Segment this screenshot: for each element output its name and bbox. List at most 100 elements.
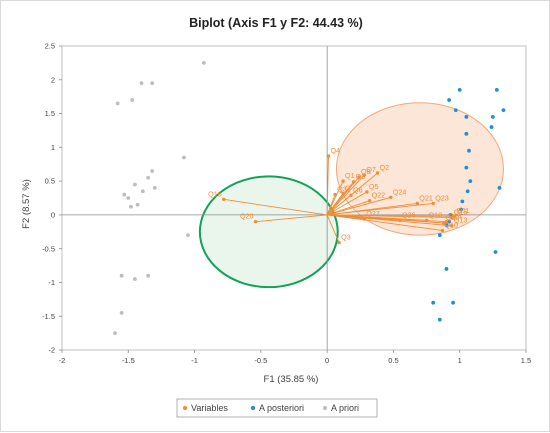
variable-point	[389, 195, 393, 200]
a-posteriori-point	[437, 233, 442, 238]
priori-confidence-ellipse	[198, 175, 339, 289]
variable-point	[367, 199, 372, 203]
variable-label: Q21	[419, 193, 433, 202]
variable-point	[337, 240, 341, 245]
a-posteriori-point	[464, 131, 469, 136]
variable-point	[341, 191, 345, 195]
variable-point	[450, 215, 454, 220]
y-tick-label: -1.5	[42, 312, 55, 321]
y-tick-label: 2.5	[45, 42, 55, 51]
variable-label: Q15	[454, 208, 468, 217]
x-tick-label: 1	[458, 356, 462, 365]
variable-point	[375, 171, 380, 175]
legend-marker-priori	[322, 405, 328, 411]
variable-point	[351, 180, 356, 184]
variable-vector	[326, 194, 352, 216]
legend-box	[176, 398, 378, 418]
variable-label: Q4	[330, 146, 340, 155]
variable-label: Q7	[366, 165, 376, 174]
x-tick-label: -1.5	[122, 356, 135, 365]
a-priori-point	[115, 101, 120, 106]
a-posteriori-point	[457, 88, 462, 92]
a-posteriori-point	[459, 207, 463, 212]
variable-label: Q	[345, 183, 351, 192]
a-priori-point	[135, 202, 140, 207]
variable-vector	[255, 214, 328, 223]
variable-label: Q23	[435, 193, 449, 202]
a-posteriori-point	[453, 108, 458, 113]
variable-vector	[327, 196, 391, 216]
a-posteriori-point	[490, 115, 495, 119]
a-posteriori-point	[451, 300, 455, 305]
a-posteriori-point	[464, 165, 469, 170]
variable-point	[444, 219, 449, 224]
x-axis-label: F1 (35.85 %)	[264, 374, 319, 385]
a-priori-point	[119, 310, 124, 315]
a-priori-point	[119, 273, 124, 278]
y-tick-label: -0.5	[42, 244, 55, 253]
a-posteriori-point	[467, 148, 471, 153]
a-priori-point	[113, 331, 117, 336]
variable-point	[442, 221, 446, 225]
a-priori-point	[126, 196, 131, 200]
a-posteriori-point	[431, 300, 436, 305]
a-posteriori-point	[437, 317, 442, 322]
y-tick-label: -1	[48, 278, 55, 287]
variable-point	[253, 219, 258, 224]
variable-label: Q16	[208, 189, 222, 198]
variable-vector	[326, 214, 340, 243]
variable-label: Q5	[369, 182, 379, 191]
x-tick-label: -1	[191, 356, 198, 365]
legend-marker-variables	[182, 405, 188, 411]
axes-layer: -2 -1.5 -1 -0.5 0 0.5 1 1.5 -2 -1.5 -1 -0.5 0 0.5 1 1.5…	[42, 42, 531, 365]
legend-marker-posteriori	[250, 405, 256, 411]
variable-vector	[326, 193, 344, 216]
a-priori-point	[146, 175, 151, 180]
variable-label: Q3	[337, 185, 347, 194]
a-posteriori-point	[489, 125, 494, 129]
a-priori-point	[186, 233, 190, 238]
variable-point	[450, 223, 454, 228]
legend-label-variables: Variables	[191, 403, 228, 413]
x-tick-label: 0	[325, 356, 329, 365]
a-priori-point	[182, 155, 186, 160]
legend-label-posteriori: A posteriori	[259, 403, 304, 413]
variable-label: Q6	[353, 185, 363, 194]
variable-label: Q27	[366, 209, 380, 218]
variable-label: Q13	[454, 216, 468, 225]
variable-vector	[326, 194, 336, 216]
variable-label: Q11	[456, 206, 469, 215]
variable-vector	[327, 214, 452, 227]
variable-vector	[326, 174, 365, 216]
y-tick-label: 1	[51, 143, 55, 152]
variable-label: Q9	[356, 172, 366, 181]
a-priori-point	[150, 169, 155, 173]
x-tick-label: -0.5	[254, 356, 267, 365]
y-tick-label: 0.5	[45, 177, 55, 186]
a-priori-point	[129, 204, 133, 209]
variable-label: Q2	[380, 163, 390, 172]
a-priori-points	[113, 60, 206, 336]
y-tick-label: 1.5	[45, 109, 55, 118]
y-tick-label: 0	[51, 210, 55, 219]
variable-vector	[326, 191, 368, 216]
a-priori-point	[140, 189, 145, 194]
legend-label-priori: A priori	[331, 403, 359, 413]
variable-vector	[327, 202, 434, 216]
variable-point	[431, 201, 435, 206]
a-priori-point	[139, 81, 144, 86]
variable-label: Q18	[429, 210, 443, 219]
x-tick-label: -2	[59, 356, 66, 365]
variable-vector	[326, 156, 329, 215]
variable-label: Q26	[402, 210, 416, 219]
a-posteriori-points	[431, 88, 506, 322]
y-tick-label: 2	[51, 75, 55, 84]
variable-vector	[327, 214, 443, 231]
variable-label: Q10	[444, 220, 458, 229]
legend: Variables A posteriori A priori	[176, 398, 378, 418]
a-posteriori-point	[464, 115, 469, 119]
a-posteriori-point	[444, 267, 449, 271]
a-priori-point	[133, 277, 137, 281]
variable-point	[415, 201, 419, 206]
